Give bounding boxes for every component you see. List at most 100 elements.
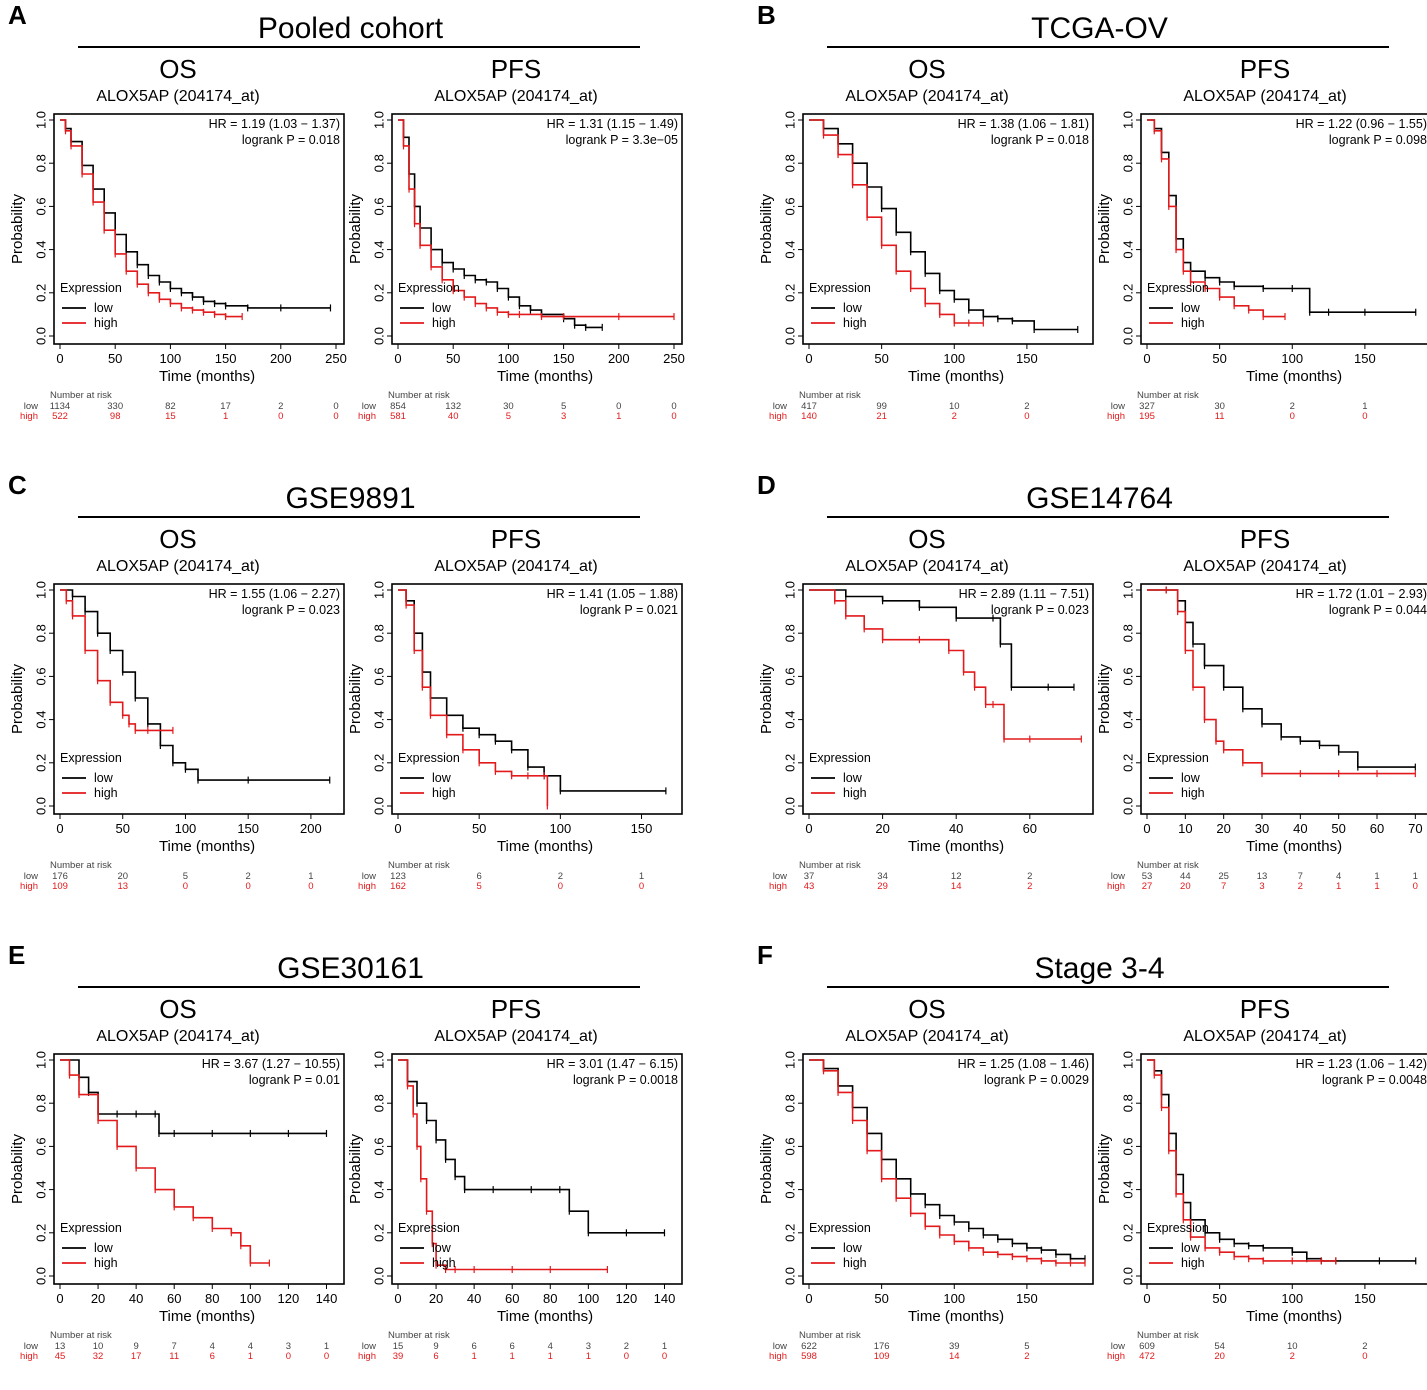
hr-annotation: HR = 1.41 (1.05 − 1.88) <box>547 587 678 601</box>
risk-row-label-high: high <box>769 1351 787 1362</box>
risk-count-low: 3 <box>286 1341 291 1352</box>
x-tick-label: 50 <box>874 1291 888 1306</box>
risk-count-low: 30 <box>503 401 514 412</box>
risk-count-high: 2 <box>952 411 957 422</box>
probe-label: ALOX5AP (204174_at) <box>96 558 260 575</box>
risk-count-high: 0 <box>1362 1351 1367 1362</box>
x-tick-label: 0 <box>394 351 401 366</box>
km-curve-low <box>1147 119 1416 313</box>
y-tick-label: 1.0 <box>33 111 48 129</box>
risk-count-low: 6 <box>471 1341 476 1352</box>
risk-count-low: 9 <box>433 1341 438 1352</box>
risk-count-high: 0 <box>324 1351 329 1362</box>
logrank-annotation: logrank P = 0.01 <box>249 1073 340 1087</box>
y-tick-label: 0.8 <box>371 624 386 642</box>
hr-annotation: HR = 2.89 (1.11 − 7.51) <box>959 587 1089 601</box>
y-tick-label: 0.8 <box>33 1094 48 1112</box>
panel-F: F Stage 3-4 OS ALOX5AP (204174_at) 0.0 0.2 0.4… <box>757 940 1427 1390</box>
x-tick-label: 100 <box>239 1291 261 1306</box>
y-tick-label: 1.0 <box>1120 1051 1135 1069</box>
x-tick-label: 150 <box>1016 351 1038 366</box>
risk-count-high: 0 <box>278 411 283 422</box>
y-tick-label: 1.0 <box>371 111 386 129</box>
x-axis-label: Time (months) <box>1246 1308 1342 1325</box>
endpoint-title: PFS <box>1239 524 1291 554</box>
risk-count-high: 0 <box>1290 411 1295 422</box>
risk-count-high: 13 <box>117 881 128 892</box>
risk-count-low: 327 <box>1139 401 1155 412</box>
y-tick-label: 1.0 <box>33 581 48 599</box>
x-tick-label: 150 <box>237 821 259 836</box>
risk-count-low: 622 <box>801 1341 817 1352</box>
risk-count-high: 98 <box>110 411 121 422</box>
km-plot-pfs: PFS ALOX5AP (204174_at) 0.0 0.2 0.4 0.6 0.8 1.0… <box>346 52 686 422</box>
risk-row-label-low: low <box>24 1341 38 1352</box>
km-curve-low <box>60 1059 327 1135</box>
risk-count-low: 44 <box>1180 871 1191 882</box>
x-tick-label: 50 <box>1212 351 1226 366</box>
x-tick-label: 60 <box>1370 821 1384 836</box>
legend-label-low: low <box>1181 301 1201 315</box>
cohort-title: GSE30161 <box>277 952 424 985</box>
km-plot-os: OS ALOX5AP (204174_at) 0.0 0.2 0.4 0.6 0.8 1.0 P… <box>8 52 348 422</box>
x-tick-label: 100 <box>1281 351 1303 366</box>
risk-row-label-low: low <box>362 1341 376 1352</box>
risk-count-high: 0 <box>1413 881 1418 892</box>
km-plot-pfs: PFS ALOX5AP (204174_at) 0.0 0.2 0.4 0.6 0.8 1.0… <box>346 992 686 1362</box>
risk-count-high: 0 <box>333 411 338 422</box>
probe-label: ALOX5AP (204174_at) <box>845 558 1009 575</box>
x-axis-label: Time (months) <box>497 1308 593 1325</box>
y-tick-label: 0.6 <box>33 197 48 215</box>
x-tick-label: 100 <box>577 1291 599 1306</box>
y-tick-label: 0.8 <box>782 154 797 172</box>
risk-count-low: 7 <box>1298 871 1303 882</box>
km-curve-low <box>398 119 603 329</box>
y-tick-label: 0.6 <box>371 1137 386 1155</box>
plot-frame <box>802 113 1094 345</box>
risk-count-high: 0 <box>639 881 644 892</box>
y-tick-label: 0.8 <box>33 624 48 642</box>
risk-row-label-high: high <box>358 881 376 892</box>
y-tick-label: 0.0 <box>371 327 386 345</box>
legend-label-low: low <box>432 1241 452 1255</box>
hr-annotation: HR = 1.55 (1.06 − 2.27) <box>209 587 340 601</box>
legend-label-low: low <box>432 301 452 315</box>
probe-label: ALOX5AP (204174_at) <box>1183 1028 1347 1045</box>
plot-frame <box>1140 583 1427 815</box>
km-plot-os: OS ALOX5AP (204174_at) 0.0 0.2 0.4 0.6 0.8 1.0 P… <box>757 522 1097 892</box>
km-chart-svg: 0.0 0.2 0.4 0.6 0.8 1.0 Probability 0 20 40 60 Time… <box>758 581 1094 892</box>
cohort-title: Stage 3-4 <box>1034 952 1165 985</box>
y-tick-label: 0.4 <box>1120 241 1135 259</box>
x-tick-label: 100 <box>550 821 572 836</box>
y-tick-label: 0.4 <box>33 1181 48 1199</box>
risk-count-low: 5 <box>561 401 566 412</box>
legend-label-high: high <box>1181 786 1205 800</box>
hr-annotation: HR = 1.19 (1.03 − 1.37) <box>209 117 340 131</box>
x-tick-label: 200 <box>270 351 292 366</box>
plot-frame <box>802 583 1094 815</box>
risk-count-low: 5 <box>1024 1341 1029 1352</box>
legend-title: Expression <box>60 1221 122 1235</box>
x-axis-label: Time (months) <box>497 838 593 855</box>
risk-count-low: 609 <box>1139 1341 1155 1352</box>
risk-row-label-high: high <box>769 881 787 892</box>
risk-count-high: 2 <box>1024 1351 1029 1362</box>
km-curve-high <box>1147 1059 1336 1262</box>
risk-count-high: 1 <box>548 1351 553 1362</box>
plot-frame <box>802 1053 1094 1285</box>
legend-title: Expression <box>809 751 871 765</box>
risk-count-low: 6 <box>477 871 482 882</box>
x-tick-label: 50 <box>874 351 888 366</box>
y-tick-label: 0.4 <box>371 1181 386 1199</box>
risk-count-high: 2 <box>1290 1351 1295 1362</box>
risk-count-low: 1 <box>1374 871 1379 882</box>
x-tick-label: 120 <box>616 1291 638 1306</box>
risk-count-high: 14 <box>949 1351 960 1362</box>
risk-count-low: 9 <box>133 1341 138 1352</box>
legend-title: Expression <box>1147 281 1209 295</box>
